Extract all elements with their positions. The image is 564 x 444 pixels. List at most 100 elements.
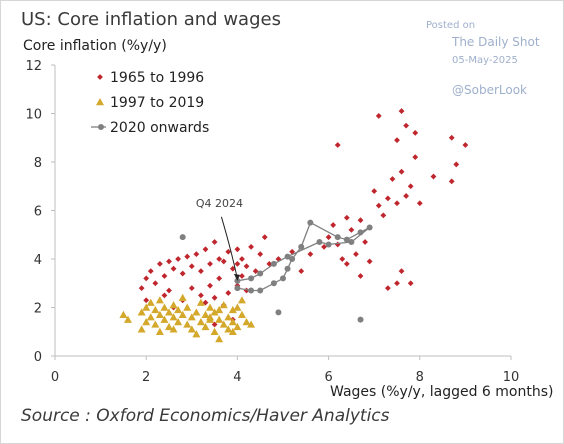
data-point [233,322,242,331]
data-point [357,316,364,323]
data-point [366,224,373,231]
data-point [334,234,341,241]
data-point [234,246,241,253]
data-point [343,236,350,243]
data-point [242,318,251,326]
data-point [215,335,224,343]
data-point [239,256,245,262]
data-point [233,303,242,311]
data-point [228,327,237,335]
data-point [179,234,186,241]
data-point [353,251,359,258]
x-tick-label: 2 [142,370,150,385]
data-point [169,313,178,321]
data-point [202,299,209,306]
data-point [137,308,146,316]
data-point [239,273,245,279]
data-point [394,200,400,207]
data-point [307,219,314,226]
data-point [143,297,150,304]
data-point [147,268,154,275]
data-point [398,268,405,275]
data-point [237,296,246,304]
data-point [202,246,209,253]
data-point [275,256,282,262]
data-point [179,270,186,277]
data-point [284,265,291,272]
data-point [321,243,327,250]
data-point [407,280,414,287]
data-point [298,243,305,250]
data-point [184,253,191,260]
data-point [403,122,410,129]
data-point [334,142,341,148]
data-point [169,325,178,333]
data-point [211,294,218,301]
data-point [138,285,145,291]
data-point [123,315,132,323]
data-point [371,188,378,194]
data-point [166,258,172,265]
data-point [380,212,387,219]
x-axis-label: Wages (%y/y, lagged 6 months) [330,384,554,400]
data-point [270,260,277,267]
data-point [375,202,382,209]
data-point [142,318,151,326]
legend-marker [97,74,103,80]
data-point [257,251,264,258]
y-tick-label: 10 [25,108,42,123]
data-point [225,248,232,255]
data-point [225,290,232,296]
data-point [210,327,219,335]
annotation-label: Q4 2024 [196,197,243,210]
legend-marker [98,124,104,130]
data-point [170,265,177,272]
data-point [219,301,228,309]
data-point [178,310,187,318]
data-point [403,193,410,199]
watermark-handle: @SoberLook [452,83,527,97]
data-point [362,239,368,245]
watermark-site: The Daily Shot [452,35,540,49]
data-point [160,303,169,311]
data-point [178,293,187,301]
x-tick-label: 4 [233,370,241,385]
data-point [155,296,164,304]
data-point [207,282,213,289]
data-point [196,318,205,326]
data-point [234,260,241,267]
data-point [252,268,259,275]
data-point [119,310,128,318]
data-point [210,308,219,316]
data-point [330,222,337,228]
data-point [275,309,282,316]
data-point [146,313,155,321]
data-point [187,325,196,333]
data-point [219,320,228,328]
legend-marker [96,98,104,106]
data-point [166,287,172,294]
x-tick-label: 6 [324,370,332,385]
data-point [196,298,205,306]
data-point [161,273,168,279]
data-point [155,310,164,318]
y-tick-label: 4 [34,253,42,268]
y-tick-label: 8 [34,156,42,171]
data-point [156,260,163,267]
data-point [234,285,241,292]
data-point [243,263,250,270]
data-point [407,183,414,190]
data-point [143,275,150,282]
annotation-arrowhead [233,273,240,281]
annotation-arrow [220,216,238,279]
data-point [343,260,350,267]
data-point [284,253,291,260]
legend-label: 1997 to 2019 [110,95,204,111]
legend-label: 2020 onwards [110,120,209,136]
data-point [412,154,419,161]
data-point [389,176,396,182]
data-point [228,318,237,326]
data-point [237,310,246,318]
data-point [384,285,391,291]
data-point [448,178,455,185]
